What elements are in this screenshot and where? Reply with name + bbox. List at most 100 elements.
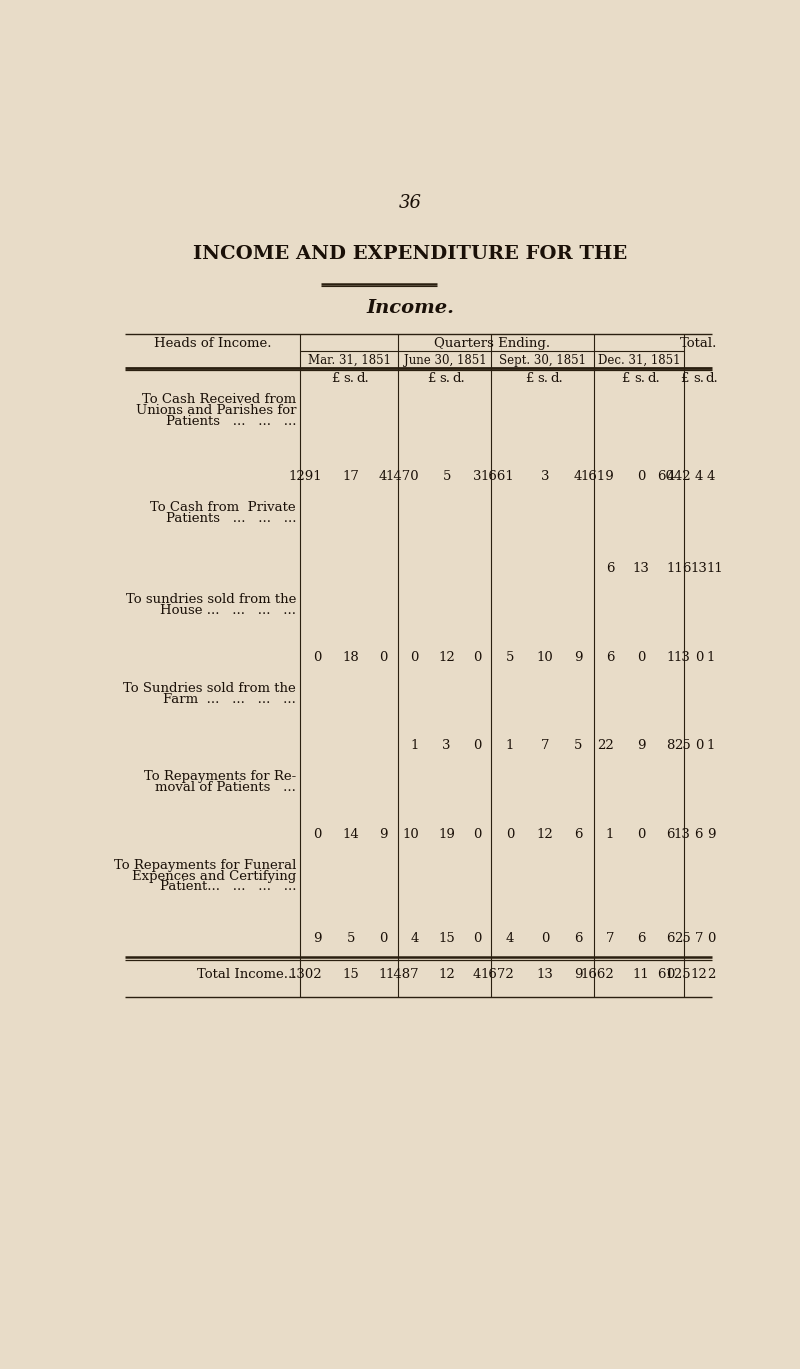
Text: 1662: 1662 (581, 968, 614, 980)
Text: moval of Patients   ...: moval of Patients ... (155, 782, 296, 794)
Text: 0: 0 (694, 739, 703, 752)
Text: d.: d. (647, 372, 660, 385)
Text: 2: 2 (706, 968, 715, 980)
Text: £: £ (680, 372, 689, 385)
Text: 9: 9 (637, 739, 646, 752)
Text: To Repayments for Re-: To Repayments for Re- (144, 771, 296, 783)
Text: d.: d. (706, 372, 718, 385)
Text: s.: s. (693, 372, 704, 385)
Text: 1291: 1291 (288, 470, 322, 483)
Text: 22: 22 (598, 739, 614, 752)
Text: 1: 1 (606, 828, 614, 841)
Text: 1487: 1487 (386, 968, 419, 980)
Text: s.: s. (634, 372, 645, 385)
Text: 7: 7 (541, 739, 550, 752)
Text: 1302: 1302 (288, 968, 322, 980)
Text: 0: 0 (637, 470, 646, 483)
Text: 4: 4 (706, 470, 715, 483)
Text: 11: 11 (706, 563, 723, 575)
Text: 25: 25 (674, 739, 690, 752)
Text: s.: s. (439, 372, 450, 385)
Text: £: £ (622, 372, 630, 385)
Text: 13: 13 (674, 650, 690, 664)
Text: Mar. 31, 1851: Mar. 31, 1851 (308, 353, 390, 367)
Text: 4: 4 (694, 470, 703, 483)
Text: 1: 1 (506, 739, 514, 752)
Text: 6: 6 (666, 828, 675, 841)
Text: Expences and Certifying: Expences and Certifying (132, 869, 296, 883)
Text: 0: 0 (314, 650, 322, 664)
Text: 13: 13 (633, 563, 650, 575)
Text: 12: 12 (438, 650, 455, 664)
Text: 0: 0 (410, 650, 419, 664)
Text: Unions and Parishes for: Unions and Parishes for (135, 404, 296, 416)
Text: 6: 6 (574, 828, 582, 841)
Text: 9: 9 (313, 932, 322, 945)
Text: 0: 0 (666, 968, 674, 980)
Text: House ...   ...   ...   ...: House ... ... ... ... (160, 604, 296, 617)
Text: 0: 0 (378, 932, 387, 945)
Text: 5: 5 (347, 932, 355, 945)
Text: £: £ (331, 372, 339, 385)
Text: Sept. 30, 1851: Sept. 30, 1851 (499, 353, 586, 367)
Text: Patients   ...   ...   ...: Patients ... ... ... (166, 415, 296, 427)
Text: Total Income...: Total Income... (197, 968, 296, 980)
Text: d.: d. (550, 372, 563, 385)
Text: 13: 13 (537, 968, 554, 980)
Text: Income.: Income. (366, 298, 454, 318)
Text: 4: 4 (410, 932, 419, 945)
Text: INCOME AND EXPENDITURE FOR THE: INCOME AND EXPENDITURE FOR THE (193, 245, 627, 263)
Text: 0: 0 (314, 828, 322, 841)
Text: 11: 11 (666, 563, 683, 575)
Text: 6: 6 (606, 650, 614, 664)
Text: 4: 4 (506, 932, 514, 945)
Text: d.: d. (453, 372, 466, 385)
Text: 15: 15 (438, 932, 455, 945)
Text: 13: 13 (690, 563, 707, 575)
Text: 14: 14 (342, 828, 359, 841)
Text: 4: 4 (574, 470, 582, 483)
Text: 15: 15 (342, 968, 359, 980)
Text: 10: 10 (402, 828, 419, 841)
Text: June 30, 1851: June 30, 1851 (403, 353, 486, 367)
Text: 6: 6 (666, 932, 675, 945)
Text: Dec. 31, 1851: Dec. 31, 1851 (598, 353, 681, 367)
Text: 6125: 6125 (657, 968, 690, 980)
Text: 0: 0 (694, 650, 703, 664)
Text: 5: 5 (442, 470, 451, 483)
Text: 5: 5 (574, 739, 582, 752)
Text: 0: 0 (473, 739, 481, 752)
Text: 0: 0 (637, 650, 646, 664)
Text: 0: 0 (473, 650, 481, 664)
Text: 1470: 1470 (386, 470, 419, 483)
Text: 8: 8 (666, 739, 674, 752)
Text: To Cash from  Private: To Cash from Private (150, 501, 296, 513)
Text: 6: 6 (574, 932, 582, 945)
Text: Total.: Total. (680, 337, 717, 349)
Text: 1: 1 (410, 739, 419, 752)
Text: 6042: 6042 (657, 470, 690, 483)
Text: Patient...   ...   ...   ...: Patient... ... ... ... (159, 880, 296, 894)
Text: 9: 9 (378, 828, 387, 841)
Text: To Sundries sold from the: To Sundries sold from the (123, 682, 296, 694)
Text: 0: 0 (637, 828, 646, 841)
Text: 3: 3 (541, 470, 550, 483)
Text: 4: 4 (666, 470, 674, 483)
Text: 1: 1 (706, 650, 715, 664)
Text: 4: 4 (378, 470, 387, 483)
Text: 1: 1 (666, 650, 674, 664)
Text: 1672: 1672 (480, 968, 514, 980)
Text: 13: 13 (674, 828, 690, 841)
Text: 6: 6 (606, 563, 614, 575)
Text: 1: 1 (378, 968, 387, 980)
Text: 19: 19 (438, 828, 455, 841)
Text: s.: s. (538, 372, 549, 385)
Text: 7: 7 (694, 932, 703, 945)
Text: 6: 6 (682, 563, 690, 575)
Text: 0: 0 (706, 932, 715, 945)
Text: 3: 3 (442, 739, 451, 752)
Text: 1: 1 (706, 739, 715, 752)
Text: 0: 0 (378, 650, 387, 664)
Text: 6: 6 (637, 932, 646, 945)
Text: s.: s. (344, 372, 354, 385)
